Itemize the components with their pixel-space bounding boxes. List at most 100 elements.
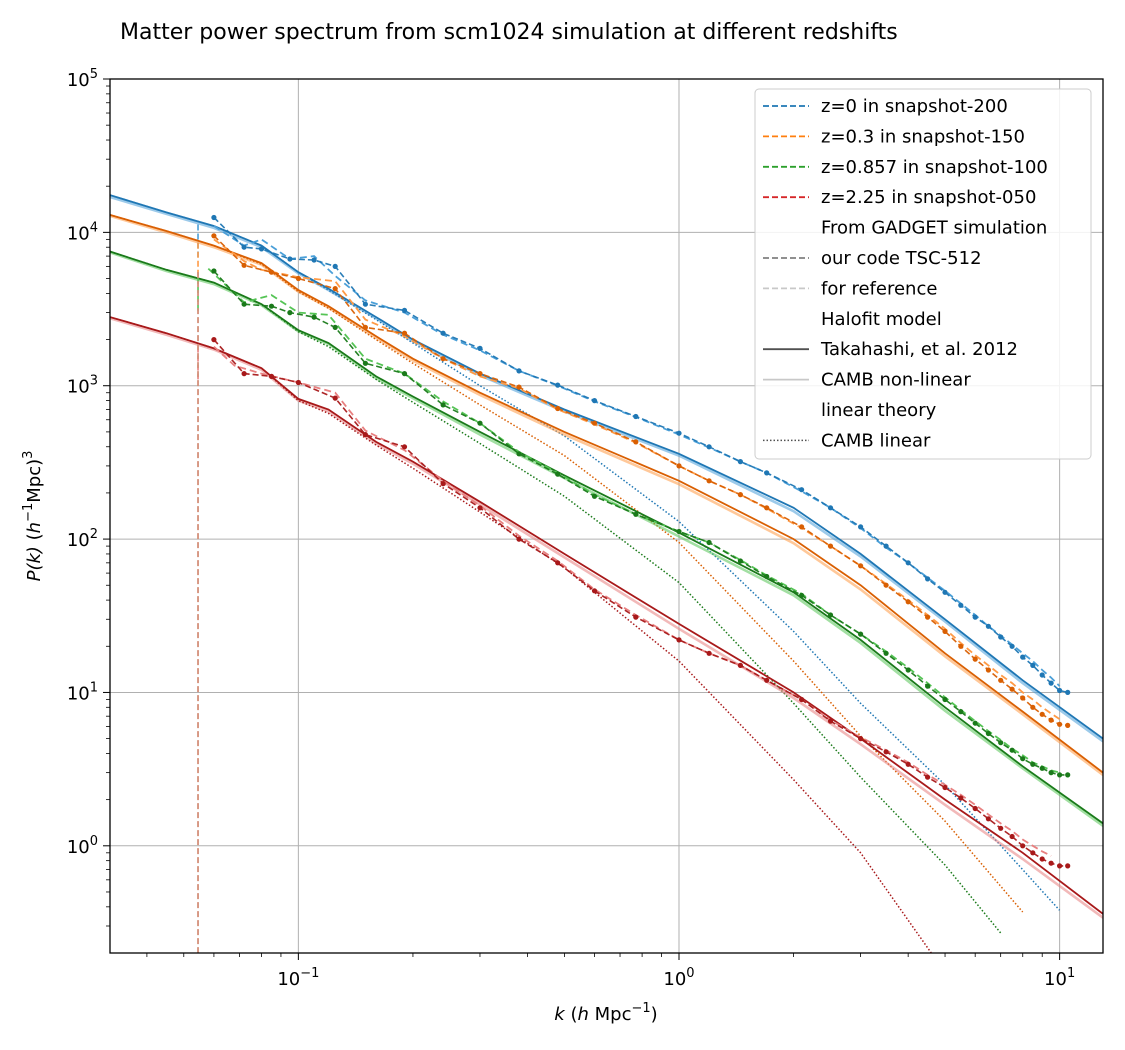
simulation-point [858, 563, 864, 569]
x-axis-label-close: ) [651, 1004, 658, 1025]
y-tick-label: 104 [67, 220, 98, 244]
simulation-point [1065, 722, 1071, 729]
simulation-point [1057, 863, 1063, 869]
x-axis-label-unit: Mpc [589, 1004, 632, 1025]
simulation-point [925, 774, 931, 780]
simulation-point [287, 310, 293, 316]
y-tick-label: 100 [67, 834, 98, 858]
simulation-point [1020, 756, 1026, 762]
simulation-point [555, 382, 561, 388]
legend-label: From GADGET simulation [821, 218, 1047, 239]
simulation-point [905, 599, 911, 605]
simulation-point [972, 805, 978, 812]
simulation-point [440, 402, 446, 408]
simulation-point [985, 816, 992, 822]
legend-label: z=0 in snapshot-200 [821, 96, 1008, 117]
simulation-point [942, 628, 948, 635]
legend-label: our code TSC-512 [821, 248, 982, 269]
simulation-point [633, 511, 639, 517]
simulation-point [883, 650, 889, 656]
reference-curve [213, 238, 1061, 720]
simulation-point [295, 379, 301, 386]
simulation-point [1039, 765, 1045, 771]
simulation-point [241, 262, 247, 268]
simulation-point [1009, 686, 1015, 692]
legend-box [754, 88, 1092, 460]
y-tick-label: 101 [67, 680, 98, 704]
simulation-point [706, 650, 712, 656]
simulation-point [332, 263, 338, 269]
simulation-point [477, 371, 483, 377]
simulation-point [985, 730, 992, 737]
simulation-point [858, 736, 864, 742]
x-axis-label: k (h Mpc−1) [554, 1001, 657, 1025]
legend-label: z=0.3 in snapshot-150 [821, 126, 1025, 147]
legend-label: for reference [821, 278, 937, 299]
simulation-point [827, 612, 834, 618]
x-axis-label-sup: −1 [631, 1001, 650, 1016]
simulation-point [764, 677, 770, 683]
simulation-point [998, 740, 1004, 746]
simulation-point [998, 634, 1004, 640]
simulation-point [258, 246, 265, 252]
simulation-point [925, 614, 931, 620]
y-axis-label-p: P(k) [24, 546, 45, 581]
simulation-point [1057, 721, 1063, 727]
simulation-point [737, 662, 744, 669]
simulation-point [706, 478, 712, 484]
y-axis-label-sup1: −1 [21, 503, 36, 522]
camb-linear-curve [110, 316, 932, 953]
simulation-point [1030, 761, 1036, 767]
legend-label: CAMB linear [821, 430, 931, 451]
simulation-point [211, 268, 217, 274]
simulation-point [905, 560, 911, 566]
x-tick-label: 100 [663, 966, 694, 990]
simulation-point [985, 667, 992, 673]
x-axis-label-open: ( [565, 1004, 578, 1025]
simulation-point [555, 560, 561, 566]
x-tick-label-exp: 1 [1067, 966, 1075, 981]
simulation-point [440, 481, 446, 487]
y-tick-label-exp: 0 [90, 834, 98, 849]
simulation-point [998, 677, 1004, 683]
x-tick-label: 10−1 [277, 966, 319, 990]
simulation-point [942, 696, 948, 703]
simulation-point [799, 592, 805, 598]
x-tick-label-exp: 0 [686, 966, 694, 981]
simulation-point [958, 795, 964, 801]
x-tick-labels: 10−1 100 10 1 [277, 953, 1075, 990]
x-tick-label-exp: −1 [300, 966, 319, 981]
simulation-point [764, 470, 770, 476]
x-tick-label-base: 10 [663, 969, 686, 990]
y-axis-label-sup2: 3 [21, 451, 36, 459]
simulation-point [401, 330, 408, 336]
simulation-point [401, 371, 408, 377]
camb-linear-curve [110, 250, 1002, 934]
simulation-point [211, 233, 217, 239]
simulation-point [706, 539, 712, 546]
simulation-point [268, 373, 275, 379]
legend-label: z=2.25 in snapshot-050 [821, 187, 1036, 208]
simulation-point [958, 643, 964, 649]
halofit-curve [110, 316, 1103, 915]
simulation-point [1065, 863, 1071, 869]
simulation-point [311, 314, 317, 320]
halofit-curve [110, 214, 1103, 774]
simulation-point [401, 307, 408, 313]
simulation-point [883, 582, 889, 588]
legend-label: Halofit model [821, 309, 942, 330]
simulation-point [516, 368, 522, 374]
simulation-point [827, 543, 834, 549]
simulation-point [925, 683, 931, 689]
simulation-point [905, 667, 911, 673]
simulation-point [883, 749, 889, 755]
simulation-point [942, 784, 948, 791]
simulation-point [241, 301, 247, 307]
simulation-point [516, 384, 522, 390]
simulation-point [1030, 850, 1036, 856]
x-axis-label-k: k [554, 1004, 566, 1025]
y-tick-label: 105 [67, 67, 98, 91]
y-tick-label-base: 10 [67, 377, 90, 398]
simulation-point [516, 536, 522, 542]
